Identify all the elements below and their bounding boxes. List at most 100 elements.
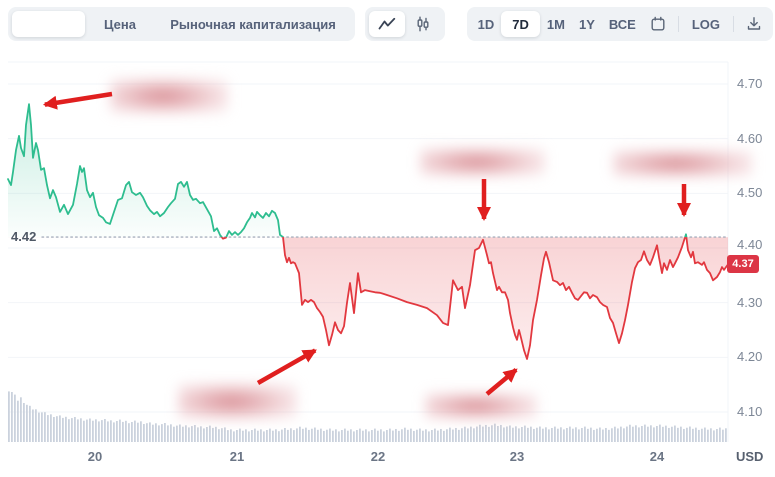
volume-bar bbox=[203, 428, 205, 442]
volume-bar bbox=[494, 423, 496, 442]
volume-bar bbox=[326, 429, 328, 442]
chart-type-toggle-group bbox=[365, 7, 445, 41]
volume-bar bbox=[305, 427, 307, 442]
volume-bar bbox=[74, 417, 76, 442]
volume-bar bbox=[20, 397, 22, 442]
volume-bar bbox=[173, 426, 175, 442]
currency-label: USD bbox=[736, 449, 764, 464]
volume-bar bbox=[578, 429, 580, 442]
range-1m-button[interactable]: 1M bbox=[546, 16, 565, 32]
download-button[interactable] bbox=[739, 11, 769, 37]
volume-bar bbox=[350, 429, 352, 442]
volume-bar bbox=[248, 431, 250, 442]
volume-bar bbox=[542, 428, 544, 442]
volume-bar bbox=[653, 427, 655, 442]
metric-tab-price[interactable]: Цена bbox=[104, 16, 136, 32]
volume-bar bbox=[413, 430, 415, 442]
volume-bar bbox=[191, 426, 193, 442]
volume-bar bbox=[179, 424, 181, 442]
y-axis-label: 4.70 bbox=[737, 76, 763, 91]
candlestick-button[interactable] bbox=[405, 11, 441, 37]
volume-bar bbox=[659, 424, 661, 442]
volume-bar bbox=[572, 428, 574, 442]
range-1d-button[interactable]: 1D bbox=[477, 16, 495, 32]
volume-bar bbox=[32, 409, 34, 442]
volume-bar bbox=[104, 419, 106, 442]
volume-bar bbox=[395, 428, 397, 442]
volume-bar bbox=[44, 412, 46, 442]
volume-bar bbox=[71, 418, 73, 442]
volume-bar bbox=[563, 429, 565, 442]
volume-bar bbox=[626, 426, 628, 442]
volume-bar bbox=[677, 427, 679, 442]
volume-bar bbox=[227, 430, 229, 442]
volume-bar bbox=[266, 430, 268, 442]
volume-bar bbox=[320, 428, 322, 442]
volume-bar bbox=[347, 430, 349, 442]
volume-bar bbox=[209, 425, 211, 442]
volume-bar bbox=[617, 428, 619, 442]
volume-bar bbox=[143, 424, 145, 442]
volume-bar bbox=[113, 422, 115, 442]
volume-bar bbox=[434, 428, 436, 442]
volume-bar bbox=[623, 428, 625, 442]
volume-bar bbox=[461, 428, 463, 442]
volume-bar bbox=[398, 430, 400, 442]
volume-bar bbox=[110, 420, 112, 442]
calendar-button[interactable] bbox=[643, 11, 673, 37]
volume-bar bbox=[242, 430, 244, 442]
volume-bar bbox=[689, 426, 691, 442]
volume-bar bbox=[251, 430, 253, 442]
calendar-icon bbox=[650, 16, 666, 32]
x-axis-label: 21 bbox=[229, 449, 245, 464]
volume-bar bbox=[332, 430, 334, 442]
volume-bar bbox=[296, 428, 298, 442]
volume-bar bbox=[527, 427, 529, 442]
volume-bar bbox=[488, 426, 490, 442]
volume-bar bbox=[722, 429, 724, 442]
volume-bar bbox=[338, 431, 340, 442]
volume-bar bbox=[233, 431, 235, 442]
volume-bar bbox=[14, 394, 16, 442]
volume-bar bbox=[356, 430, 358, 442]
volume-bar bbox=[392, 430, 394, 442]
metric-tab-redacted[interactable] bbox=[12, 11, 85, 37]
volume-bar bbox=[269, 428, 271, 442]
volume-bar bbox=[206, 427, 208, 442]
volume-bar bbox=[341, 430, 343, 442]
volume-bar bbox=[455, 427, 457, 442]
log-scale-button[interactable]: LOG bbox=[691, 16, 720, 32]
volume-bar bbox=[38, 412, 40, 442]
volume-bar bbox=[17, 400, 19, 442]
volume-bar bbox=[680, 426, 682, 442]
y-axis-label: 4.30 bbox=[737, 294, 763, 310]
volume-bar bbox=[155, 423, 157, 442]
area-fill-up bbox=[8, 104, 687, 238]
volume-bar bbox=[701, 428, 703, 442]
volume-bar bbox=[566, 428, 568, 442]
volume-bar bbox=[602, 429, 604, 442]
volume-bar bbox=[68, 419, 70, 442]
range-1y-button[interactable]: 1Y bbox=[578, 16, 595, 32]
volume-bar bbox=[218, 429, 220, 442]
volume-bar bbox=[386, 430, 388, 442]
download-icon bbox=[746, 16, 762, 32]
volume-bar bbox=[290, 428, 292, 442]
volume-bar bbox=[539, 426, 541, 442]
volume-bar bbox=[557, 428, 559, 442]
line-chart-button[interactable] bbox=[369, 11, 405, 37]
range-7d-button[interactable]: 7D bbox=[501, 11, 540, 37]
volume-bar bbox=[50, 414, 52, 442]
volume-bar bbox=[47, 415, 49, 442]
volume-bar bbox=[317, 429, 319, 442]
volume-bar bbox=[335, 429, 337, 442]
volume-bar bbox=[596, 428, 598, 442]
volume-bar bbox=[53, 417, 55, 442]
metric-tab-marketcap[interactable]: Рыночная капитализация bbox=[170, 16, 336, 32]
range-all-button[interactable]: ВСЕ bbox=[608, 16, 636, 32]
volume-bar bbox=[509, 425, 511, 442]
volume-bar bbox=[599, 427, 601, 442]
redacted-annotation-low-left bbox=[178, 383, 297, 420]
volume-bar bbox=[308, 429, 310, 442]
